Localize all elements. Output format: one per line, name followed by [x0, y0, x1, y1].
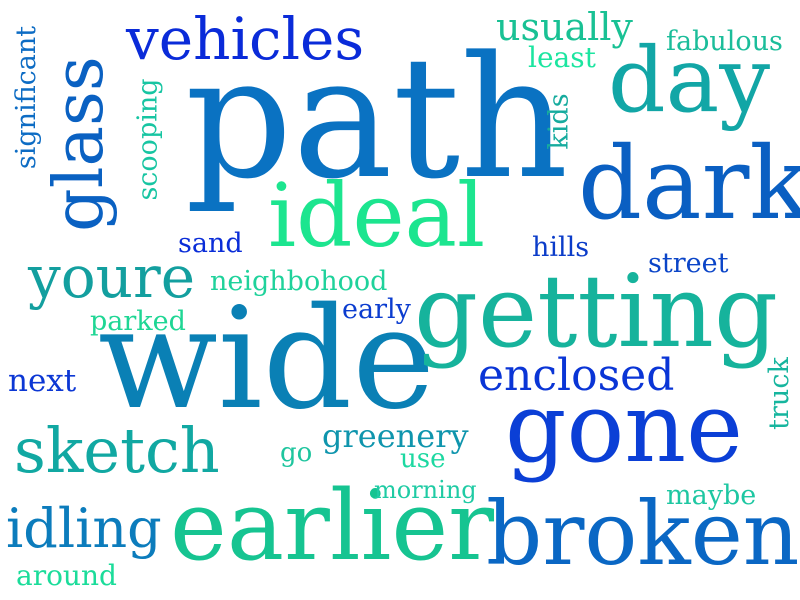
word-greenery: greenery	[322, 417, 469, 455]
word-broken: broken	[486, 482, 800, 585]
word-path: path	[185, 20, 569, 216]
word-ideal: ideal	[268, 164, 486, 267]
word-use: use	[400, 444, 446, 474]
word-least: least	[528, 41, 596, 74]
word-wide: wide	[98, 278, 436, 441]
word-street: street	[648, 248, 729, 279]
word-day: day	[608, 28, 771, 133]
word-significant: significant	[11, 25, 43, 170]
word-kids: kids	[543, 93, 575, 150]
word-vehicles: vehicles	[126, 5, 365, 73]
word-usually: usually	[496, 5, 633, 49]
word-getting: getting	[414, 253, 778, 370]
word-fabulous: fabulous	[666, 26, 783, 57]
word-earlier: earlier	[170, 470, 495, 582]
word-gone: gone	[505, 372, 743, 484]
word-glass: glass	[39, 56, 119, 232]
word-idling: idling	[6, 497, 162, 560]
word-youre: youre	[28, 243, 196, 311]
word-around: around	[16, 559, 117, 592]
word-early: early	[342, 294, 411, 325]
word-truck: truck	[763, 357, 795, 430]
word-sketch: sketch	[14, 414, 220, 487]
word-sand: sand	[178, 228, 243, 259]
word-dark: dark	[578, 125, 800, 242]
word-hills: hills	[532, 232, 590, 263]
word-morning: morning	[374, 476, 477, 504]
word-enclosed: enclosed	[478, 350, 675, 401]
word-next: next	[8, 363, 77, 399]
word-go: go	[280, 438, 313, 468]
word-neighbohood: neighbohood	[210, 266, 388, 297]
word-maybe: maybe	[666, 480, 757, 511]
word-parked: parked	[90, 306, 186, 337]
word-scooping: scooping	[132, 78, 164, 201]
